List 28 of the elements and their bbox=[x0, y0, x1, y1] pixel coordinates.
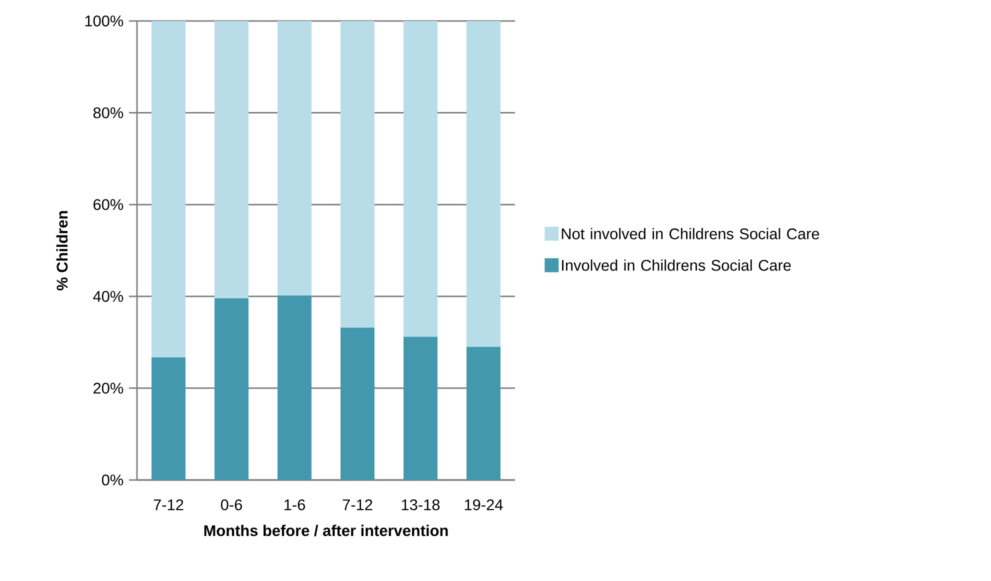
bar bbox=[340, 328, 375, 480]
bar bbox=[214, 298, 249, 480]
x-tick-label: 13-18 bbox=[402, 499, 440, 510]
bar bbox=[404, 20, 438, 337]
x-tick-label: 7-12 bbox=[154, 499, 184, 510]
y-tick-label: 100% bbox=[85, 16, 124, 26]
bar bbox=[214, 20, 249, 298]
y-tick-label: 60% bbox=[94, 199, 124, 210]
legend-label: Not involved in Childrens Social Care bbox=[562, 228, 820, 240]
legend-label: Involved in Childrens Social Care bbox=[562, 259, 791, 271]
y-tick-label: 80% bbox=[93, 107, 124, 118]
bar bbox=[466, 346, 501, 480]
bar bbox=[466, 20, 501, 347]
x-tick-label: 0-6 bbox=[220, 499, 242, 510]
bar bbox=[152, 20, 186, 358]
x-tick-label: 19-24 bbox=[464, 499, 503, 510]
bar bbox=[152, 357, 186, 480]
y-tick-label: 0% bbox=[102, 474, 124, 486]
bar bbox=[404, 336, 438, 480]
bar bbox=[340, 20, 375, 328]
y-axis-title: % Children bbox=[56, 211, 68, 290]
bar bbox=[278, 295, 312, 480]
y-tick-label: 20% bbox=[94, 382, 124, 394]
y-tick-label: 40% bbox=[93, 290, 124, 302]
x-axis-title: Months before / after intervention bbox=[204, 524, 448, 536]
bar bbox=[278, 20, 312, 296]
x-tick-label: 1-6 bbox=[284, 499, 305, 510]
x-tick-label: 7-12 bbox=[342, 499, 372, 510]
